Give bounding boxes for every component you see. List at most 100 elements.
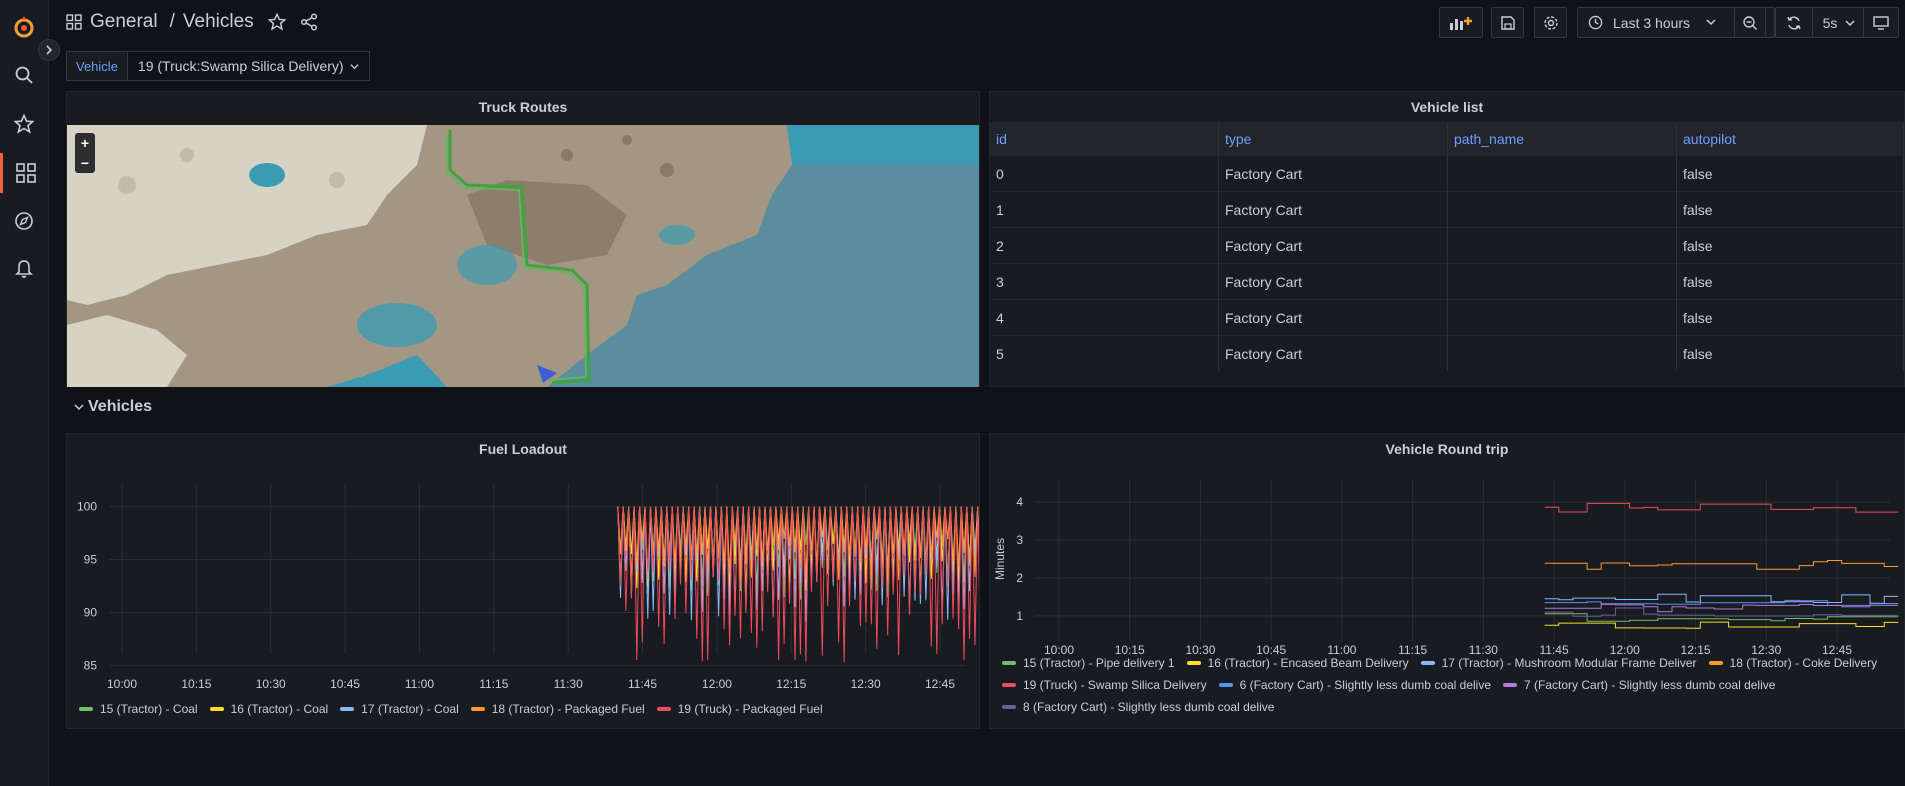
legend-item[interactable]: 17 (Tractor) - Coal xyxy=(340,698,459,720)
legend-item[interactable]: 19 (Truck) - Swamp Silica Delivery xyxy=(1002,674,1207,696)
expand-menu-button[interactable] xyxy=(38,39,60,61)
y-tick-label: 95 xyxy=(84,553,98,567)
y-tick-label: 100 xyxy=(77,500,97,514)
share-dashboard-button[interactable] xyxy=(300,13,318,31)
column-header-type[interactable]: type xyxy=(1218,122,1448,156)
legend-item[interactable]: 16 (Tractor) - Coal xyxy=(209,698,328,720)
legend-item[interactable]: 15 (Tractor) - Pipe delivery 1 xyxy=(1002,652,1175,674)
x-tick-label: 12:45 xyxy=(1822,643,1852,654)
breadcrumb-folder[interactable]: General xyxy=(90,11,158,32)
x-tick-label: 10:45 xyxy=(330,677,360,689)
starred-icon[interactable] xyxy=(0,104,48,144)
column-header-id[interactable]: id xyxy=(990,122,1219,156)
column-header-path-name[interactable]: path_name xyxy=(1447,122,1677,156)
truck-routes-map[interactable]: + − xyxy=(67,125,979,387)
zoom-in-button[interactable]: + xyxy=(80,135,90,151)
panel-title[interactable]: Vehicle Round trip xyxy=(1385,441,1509,457)
fuel-loadout-chart[interactable]: 85 90 95 100 10:00 10:15 10:30 10:45 11:00 11:15 1… xyxy=(67,464,979,689)
x-tick-label: 10:45 xyxy=(1256,643,1286,654)
legend-swatch xyxy=(1002,705,1016,709)
x-tick-label: 12:15 xyxy=(1681,643,1711,654)
panel-title[interactable]: Truck Routes xyxy=(478,99,568,115)
star-dashboard-button[interactable] xyxy=(267,13,286,31)
truck-routes-panel: Truck Routes + − xyxy=(66,91,980,387)
table-header-row: id type path_name autopilot xyxy=(990,122,1904,156)
cell-autopilot: false xyxy=(1676,263,1904,300)
dashboard-grid-icon xyxy=(66,14,82,30)
legend-item[interactable]: 7 (Factory Cart) - Slightly less dumb co… xyxy=(1503,674,1775,696)
save-icon xyxy=(1500,15,1515,30)
breadcrumb: General / Vehicles xyxy=(66,11,318,33)
table-row: 3 Factory Cart false xyxy=(990,263,1904,300)
x-tick-label: 12:00 xyxy=(1610,643,1640,654)
legend-label: 17 (Tractor) - Mushroom Modular Frame De… xyxy=(1441,656,1697,670)
refresh-icon xyxy=(1787,16,1801,29)
panel-title[interactable]: Fuel Loadout xyxy=(479,441,567,457)
legend-item[interactable]: 6 (Factory Cart) - Slightly less dumb co… xyxy=(1218,674,1491,696)
legend-item[interactable]: 17 (Tractor) - Mushroom Modular Frame De… xyxy=(1420,652,1697,674)
cell-path-name xyxy=(1447,299,1677,336)
x-tick-label: 11:30 xyxy=(1469,643,1498,654)
refresh-interval-picker[interactable]: 5s xyxy=(1812,7,1866,38)
zoom-out-time-button[interactable] xyxy=(1734,7,1766,38)
cell-type: Factory Cart xyxy=(1218,227,1448,264)
alerting-bell-icon[interactable] xyxy=(0,249,48,289)
explore-icon[interactable] xyxy=(0,201,48,241)
legend-item[interactable]: 18 (Tractor) - Packaged Fuel xyxy=(470,698,645,720)
dashboard-title[interactable]: Vehicles xyxy=(182,11,254,32)
legend-label: 8 (Factory Cart) - Slightly less dumb co… xyxy=(1023,700,1275,714)
legend-item[interactable]: 18 (Tractor) - Coke Delivery xyxy=(1708,652,1877,674)
legend-label: 16 (Tractor) - Encased Beam Delivery xyxy=(1207,656,1409,670)
x-tick-label: 10:00 xyxy=(107,677,137,689)
legend-item[interactable]: 16 (Tractor) - Encased Beam Delivery xyxy=(1186,652,1409,674)
legend-label: 15 (Tractor) - Coal xyxy=(100,702,198,716)
cell-id: 2 xyxy=(990,227,1219,264)
vehicle-table: id type path_name autopilot 0 Factory Car… xyxy=(990,122,1904,371)
vehicle-round-trip-chart[interactable]: 1 2 3 4 10:00 10:15 10:30 10:45 11:00 11:15 11:30 1… xyxy=(990,464,1904,654)
zoom-out-button[interactable]: − xyxy=(80,155,90,171)
search-icon[interactable] xyxy=(0,55,48,95)
table-row: 0 Factory Cart false xyxy=(990,155,1904,192)
cell-type: Factory Cart xyxy=(1218,335,1448,371)
legend-swatch xyxy=(1218,683,1233,687)
x-tick-label: 12:15 xyxy=(776,677,806,689)
grafana-logo-icon[interactable] xyxy=(0,7,48,47)
x-tick-label: 11:15 xyxy=(1398,643,1427,654)
dashboards-icon[interactable] xyxy=(0,153,48,193)
chevron-down-icon xyxy=(74,404,84,411)
chevron-right-icon xyxy=(46,45,53,55)
share-icon xyxy=(300,13,317,31)
y-tick-label: 4 xyxy=(1016,495,1023,509)
clock-icon xyxy=(1588,15,1603,30)
legend-label: 17 (Tractor) - Coal xyxy=(361,702,459,716)
fuel-loadout-panel: Fuel Loadout 85 90 95 100 10:00 10:15 10:30 10:… xyxy=(66,433,980,729)
legend-item[interactable]: 8 (Factory Cart) - Slightly less dumb co… xyxy=(1002,696,1274,718)
tv-mode-button[interactable] xyxy=(1863,7,1899,38)
legend-swatch xyxy=(470,707,485,711)
legend-swatch xyxy=(340,707,355,711)
save-dashboard-button[interactable] xyxy=(1491,7,1524,38)
vehicle-variable-value: 19 (Truck:Swamp Silica Delivery) xyxy=(137,58,344,74)
cell-type: Factory Cart xyxy=(1218,191,1448,228)
column-header-autopilot[interactable]: autopilot xyxy=(1676,122,1904,156)
dashboard-settings-button[interactable] xyxy=(1534,7,1567,38)
y-tick-label: 90 xyxy=(84,605,98,619)
fuel-loadout-legend: 15 (Tractor) - Coal 16 (Tractor) - Coal 17… xyxy=(79,698,969,720)
refresh-interval-label: 5s xyxy=(1822,14,1838,31)
series-line xyxy=(1544,607,1899,617)
legend-item[interactable]: 19 (Truck) - Packaged Fuel xyxy=(656,698,823,720)
legend-label: 15 (Tractor) - Pipe delivery 1 xyxy=(1023,656,1175,670)
chevron-down-icon xyxy=(1706,17,1716,27)
vehicle-round-trip-legend: 15 (Tractor) - Pipe delivery 1 16 (Tracto… xyxy=(1002,652,1897,718)
y-tick-label: 1 xyxy=(1016,609,1023,623)
cell-path-name xyxy=(1447,155,1677,192)
add-panel-button[interactable] xyxy=(1439,7,1483,38)
vehicle-variable-select[interactable]: 19 (Truck:Swamp Silica Delivery) xyxy=(127,51,370,81)
refresh-dashboard-button[interactable] xyxy=(1775,7,1813,38)
legend-item[interactable]: 15 (Tractor) - Coal xyxy=(79,698,198,720)
x-tick-label: 10:15 xyxy=(181,677,211,689)
row-header-vehicles[interactable]: Vehicles xyxy=(74,398,152,416)
cell-id: 4 xyxy=(990,299,1219,336)
panel-title[interactable]: Vehicle list xyxy=(1410,99,1484,115)
cell-type: Factory Cart xyxy=(1218,155,1448,192)
